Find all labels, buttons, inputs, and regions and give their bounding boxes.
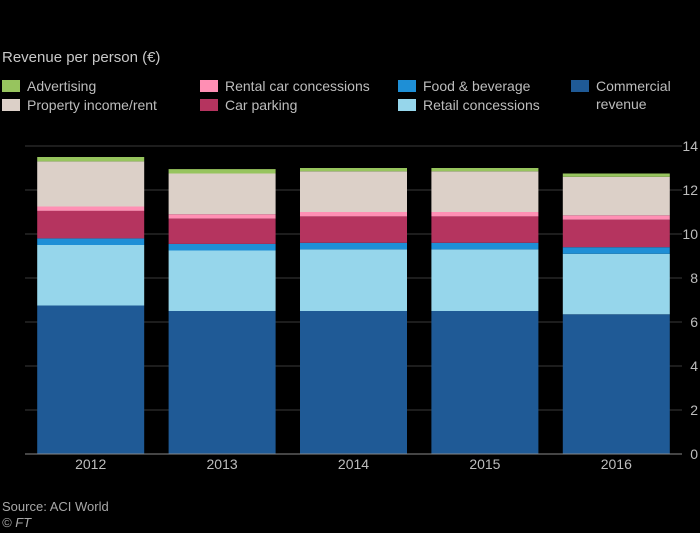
y-tick-label-6: 6 bbox=[690, 314, 698, 330]
legend-swatch-commercial-revenue bbox=[571, 80, 589, 92]
bar-2013-food-beverage bbox=[168, 243, 276, 251]
bar-2012-advertising bbox=[37, 157, 145, 162]
legend-item-property-income: Property income/rent bbox=[2, 96, 157, 114]
x-tick-label-2012: 2012 bbox=[75, 456, 106, 472]
credit-note: © FT bbox=[2, 515, 32, 530]
x-tick-label-2014: 2014 bbox=[338, 456, 369, 472]
bar-2015-property-income-rent bbox=[431, 171, 539, 212]
bar-2016-commercial-revenue bbox=[562, 314, 670, 454]
bar-2014-advertising bbox=[300, 168, 407, 172]
bar-2013-advertising bbox=[168, 169, 276, 174]
bar-2016-car-parking bbox=[562, 219, 670, 248]
bar-2012-car-parking bbox=[37, 210, 145, 239]
y-tick-label-0: 0 bbox=[690, 446, 698, 462]
stacked-bar-chart: 0 2 4 6 8 10 12 14 2012 2013 2014 2015 2016 bbox=[25, 138, 698, 472]
legend-label-retail-concessions: Retail concessions bbox=[423, 97, 540, 113]
chart-title: Revenue per person (€) bbox=[2, 49, 161, 66]
y-tick-label-10: 10 bbox=[682, 226, 698, 242]
bar-2014-commercial-revenue bbox=[300, 311, 407, 454]
bar-2013-commercial-revenue bbox=[168, 311, 276, 454]
y-tick-label-4: 4 bbox=[690, 358, 698, 374]
legend-item-car-parking: Car parking bbox=[200, 96, 297, 114]
bar-2012-commercial-revenue bbox=[37, 305, 145, 454]
bar-2015-advertising bbox=[431, 168, 539, 172]
legend-label-car-parking: Car parking bbox=[225, 97, 298, 113]
bar-2016-property-income-rent bbox=[562, 176, 670, 216]
bar-2014-property-income-rent bbox=[300, 171, 407, 212]
legend-label-property-income: Property income/rent bbox=[27, 97, 157, 113]
bar-2012-property-income-rent bbox=[37, 161, 145, 207]
legend-swatch-rental-car bbox=[200, 80, 218, 92]
bar-2015-retail-concessions bbox=[431, 249, 539, 311]
legend-label-advertising: Advertising bbox=[27, 78, 97, 94]
legend-item-retail-concessions: Retail concessions bbox=[398, 96, 540, 114]
bar-2013-retail-concessions bbox=[168, 250, 276, 311]
bar-2012-retail-concessions bbox=[37, 245, 145, 306]
y-tick-label-8: 8 bbox=[690, 270, 698, 286]
bar-2015-commercial-revenue bbox=[431, 311, 539, 454]
legend-item-advertising: Advertising bbox=[2, 77, 96, 95]
x-tick-label-2016: 2016 bbox=[601, 456, 632, 472]
bar-2015-food-beverage bbox=[431, 242, 539, 250]
bar-2016-rental-car-concessions bbox=[562, 215, 670, 220]
bar-2016-advertising bbox=[562, 173, 670, 177]
legend-label-commercial-revenue: Commercial revenue bbox=[596, 78, 671, 112]
x-tick-label-2013: 2013 bbox=[207, 456, 238, 472]
bar-2016-retail-concessions bbox=[562, 253, 670, 315]
bar-2015-car-parking bbox=[431, 216, 539, 243]
legend-swatch-food-beverage bbox=[398, 80, 416, 92]
y-tick-label-2: 2 bbox=[690, 402, 698, 418]
bar-2013-rental-car-concessions bbox=[168, 214, 276, 219]
bar-2013-property-income-rent bbox=[168, 173, 276, 215]
legend-swatch-property-income bbox=[2, 99, 20, 111]
bar-2016-food-beverage bbox=[562, 247, 670, 254]
chart-legend: Advertising Property income/rent Rental … bbox=[0, 77, 700, 117]
legend-label-food-beverage: Food & beverage bbox=[423, 78, 531, 94]
legend-swatch-retail-concessions bbox=[398, 99, 416, 111]
legend-swatch-advertising bbox=[2, 80, 20, 92]
y-tick-label-12: 12 bbox=[682, 182, 698, 198]
bar-2012-food-beverage bbox=[37, 238, 145, 245]
bar-2015-rental-car-concessions bbox=[431, 212, 539, 217]
legend-label-rental-car: Rental car concessions bbox=[225, 78, 370, 94]
source-note: Source: ACI World bbox=[2, 499, 109, 514]
legend-item-rental-car: Rental car concessions bbox=[200, 77, 370, 95]
legend-item-food-beverage: Food & beverage bbox=[398, 77, 530, 95]
bar-2014-car-parking bbox=[300, 216, 407, 243]
y-tick-label-14: 14 bbox=[682, 138, 698, 154]
bar-2012-rental-car-concessions bbox=[37, 206, 145, 211]
bar-2014-food-beverage bbox=[300, 242, 407, 250]
x-tick-label-2015: 2015 bbox=[469, 456, 500, 472]
legend-item-commercial-revenue: Commercial revenue bbox=[571, 77, 671, 113]
bar-2014-retail-concessions bbox=[300, 249, 407, 311]
bar-2013-car-parking bbox=[168, 218, 276, 244]
legend-swatch-car-parking bbox=[200, 99, 218, 111]
bar-2014-rental-car-concessions bbox=[300, 212, 407, 217]
